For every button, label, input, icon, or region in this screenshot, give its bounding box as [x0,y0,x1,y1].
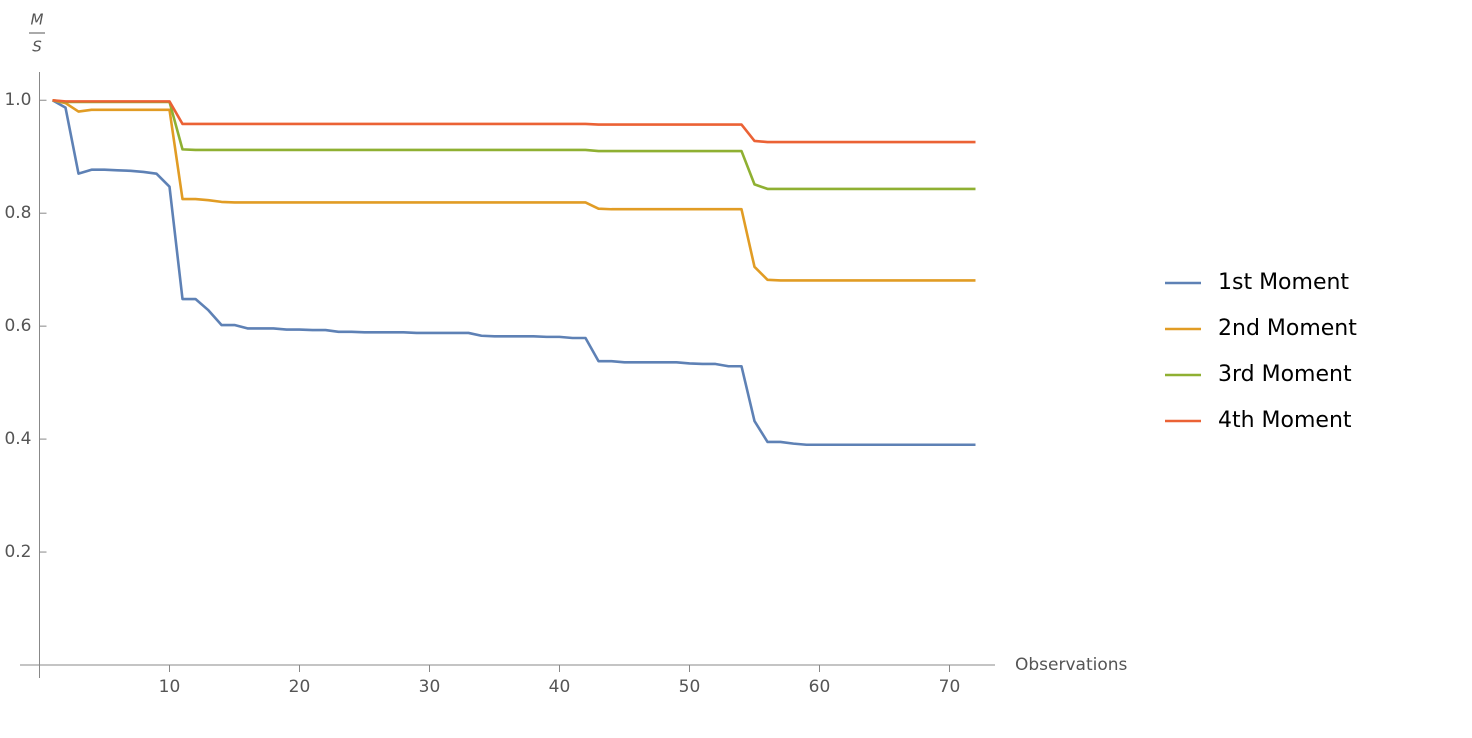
y-tick-label: 0.6 [4,316,31,336]
x-tick-label: 60 [809,677,831,697]
series-line [52,98,976,144]
x-tick-label: 70 [939,677,961,697]
y-tick-label: 0.8 [4,203,31,223]
series-line [52,98,976,191]
x-tick-label: 30 [419,677,441,697]
x-axis-label: Observations [1015,655,1128,675]
legend-label: 1st Moment [1218,270,1349,295]
y-tick-label: 0.2 [4,542,31,562]
legend-label: 3rd Moment [1218,362,1352,387]
x-tick-label: 50 [679,677,701,697]
series-line [52,98,976,282]
y-tick-label: 1.0 [4,90,31,110]
y-label-denominator: S [32,38,42,56]
series-line [51,99,976,447]
x-tick-label: 10 [159,677,181,697]
legend-label: 2nd Moment [1218,316,1357,341]
y-tick-label: 0.4 [4,429,31,449]
y-label-numerator: M [31,11,44,29]
x-tick-label: 40 [549,677,571,697]
legend-label: 4th Moment [1218,408,1352,433]
x-tick-label: 20 [289,677,311,697]
